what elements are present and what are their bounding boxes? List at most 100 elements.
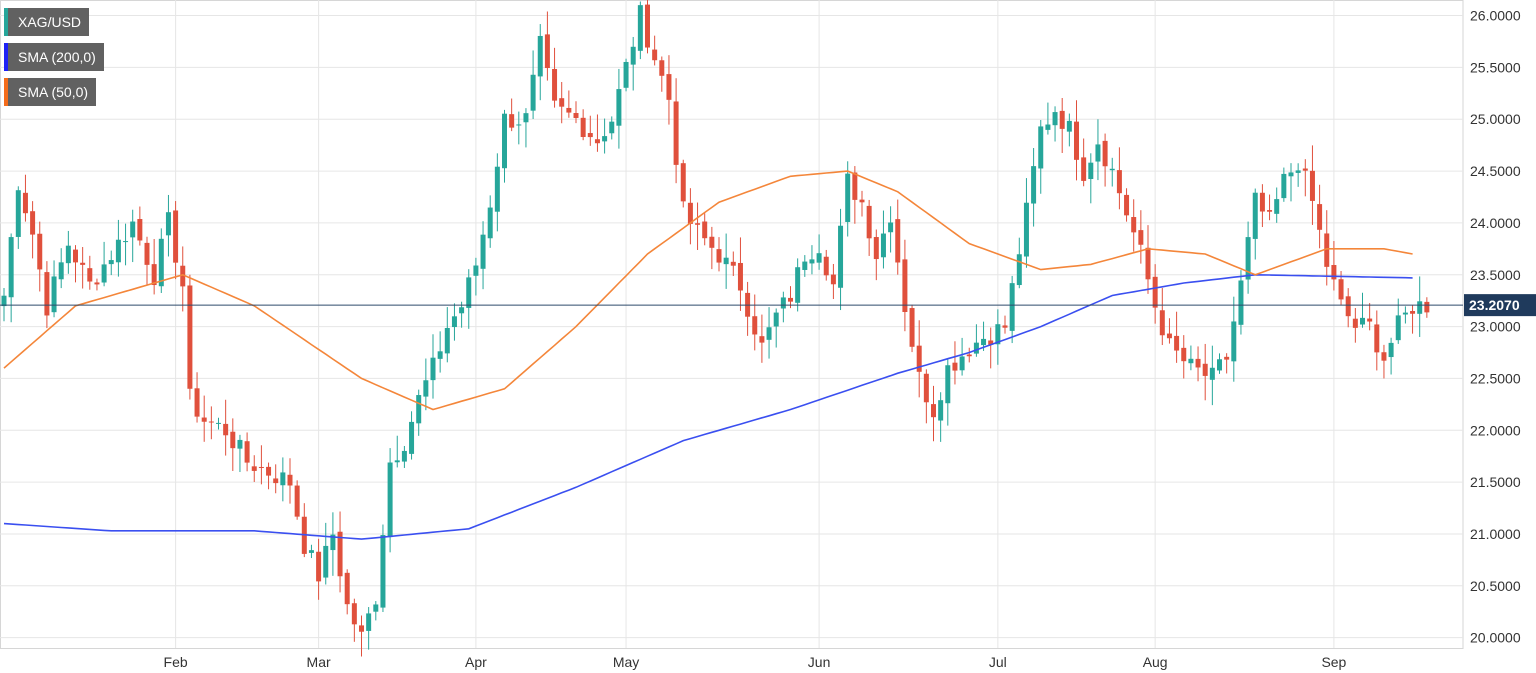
candle-down (359, 625, 364, 632)
candle-up (1088, 162, 1094, 179)
candle-down (666, 74, 672, 100)
candle-down (1381, 352, 1387, 361)
candle-up (480, 234, 486, 269)
candle-up (780, 297, 786, 309)
candle-down (1116, 170, 1122, 194)
candle-down (1338, 279, 1344, 300)
candle-down (1324, 233, 1330, 267)
candle-down (230, 431, 236, 449)
candle-down (1302, 168, 1308, 171)
x-tick-label: Jun (808, 654, 831, 670)
candle-up (1252, 192, 1258, 239)
candle-up (308, 550, 314, 553)
candle-down (1410, 311, 1416, 314)
candle-down (673, 101, 679, 165)
candle-up (473, 265, 479, 276)
candle-up (630, 46, 636, 65)
candle-down (702, 221, 708, 239)
y-tick-label: 24.5000 (1470, 163, 1521, 179)
candle-up (523, 113, 529, 123)
candle-up (1109, 168, 1115, 171)
candle-down (251, 466, 257, 471)
candle-up (981, 338, 987, 346)
candle-up (766, 327, 772, 340)
candle-up (1031, 166, 1037, 204)
candle-down (859, 199, 865, 203)
candle-down (652, 49, 658, 61)
candle-down (180, 265, 186, 287)
candle-down (716, 249, 722, 263)
candle-down (223, 423, 229, 436)
candle-up (216, 422, 221, 424)
candle-up (373, 604, 379, 612)
legend-item-sma50[interactable]: SMA (50,0) (4, 78, 97, 106)
candle-down (258, 466, 264, 468)
legend-item-sma200[interactable]: SMA (200,0) (4, 43, 104, 71)
candle-up (237, 439, 243, 449)
candle-down (923, 373, 929, 403)
candle-up (15, 190, 21, 237)
candle-up (809, 259, 815, 264)
candle-up (380, 535, 386, 608)
candle-up (1023, 202, 1029, 257)
candle-up (101, 264, 107, 283)
plot-background (0, 0, 1464, 649)
candle-down (316, 551, 322, 582)
candle-down (552, 68, 558, 101)
candle-down (94, 282, 100, 285)
y-tick-label: 25.0000 (1470, 111, 1521, 127)
last-price-label: 23.2070 (1469, 297, 1520, 313)
candle-up (409, 421, 415, 454)
legend-item-xagusd[interactable]: XAG/USD (4, 8, 90, 36)
candle-up (609, 121, 615, 134)
candle-up (945, 365, 951, 404)
candle-down (1181, 347, 1187, 362)
candle-up (537, 35, 543, 77)
y-tick-label: 24.0000 (1470, 215, 1521, 231)
y-tick-label: 22.0000 (1470, 422, 1521, 438)
candle-up (623, 61, 629, 88)
candle-up (773, 312, 779, 327)
y-tick-label: 22.5000 (1470, 370, 1521, 386)
candle-down (1352, 318, 1358, 328)
candle-up (1038, 126, 1044, 169)
candle-up (58, 262, 64, 280)
candle-down (137, 219, 143, 241)
sma50-line (3, 170, 1413, 411)
candle-down (337, 531, 343, 577)
candle-down (695, 223, 701, 225)
candle-down (1138, 230, 1144, 245)
candle-up (1281, 173, 1287, 199)
candle-down (594, 139, 600, 144)
candle-down (1424, 301, 1430, 313)
y-tick-label: 21.0000 (1470, 526, 1521, 542)
candle-down (852, 172, 858, 200)
candle-down (73, 249, 78, 263)
candle-up (444, 328, 450, 354)
candle-up (802, 261, 808, 270)
candle-down (194, 388, 200, 417)
candle-down (37, 233, 43, 270)
x-tick-label: Mar (307, 654, 331, 670)
y-tick-label: 23.5000 (1470, 267, 1521, 283)
candle-down (509, 114, 515, 128)
candle-down (709, 236, 715, 248)
candle-down (173, 210, 179, 263)
candle-up (1, 295, 7, 307)
candle-down (988, 340, 994, 345)
candle-down (1074, 121, 1079, 160)
candle-down (1224, 356, 1230, 360)
candle-down (645, 4, 650, 48)
y-tick-label: 26.0000 (1470, 8, 1521, 24)
candle-down (680, 163, 686, 202)
candle-up (487, 207, 493, 239)
candle-down (587, 133, 593, 138)
candle-up (1360, 317, 1365, 325)
candle-up (502, 113, 507, 169)
candle-up (51, 276, 57, 313)
candle-down (1259, 192, 1265, 212)
candle-down (1059, 110, 1065, 129)
candle-up (65, 245, 71, 264)
candle-down (1152, 276, 1158, 308)
x-tick-label: Sep (1321, 654, 1346, 670)
